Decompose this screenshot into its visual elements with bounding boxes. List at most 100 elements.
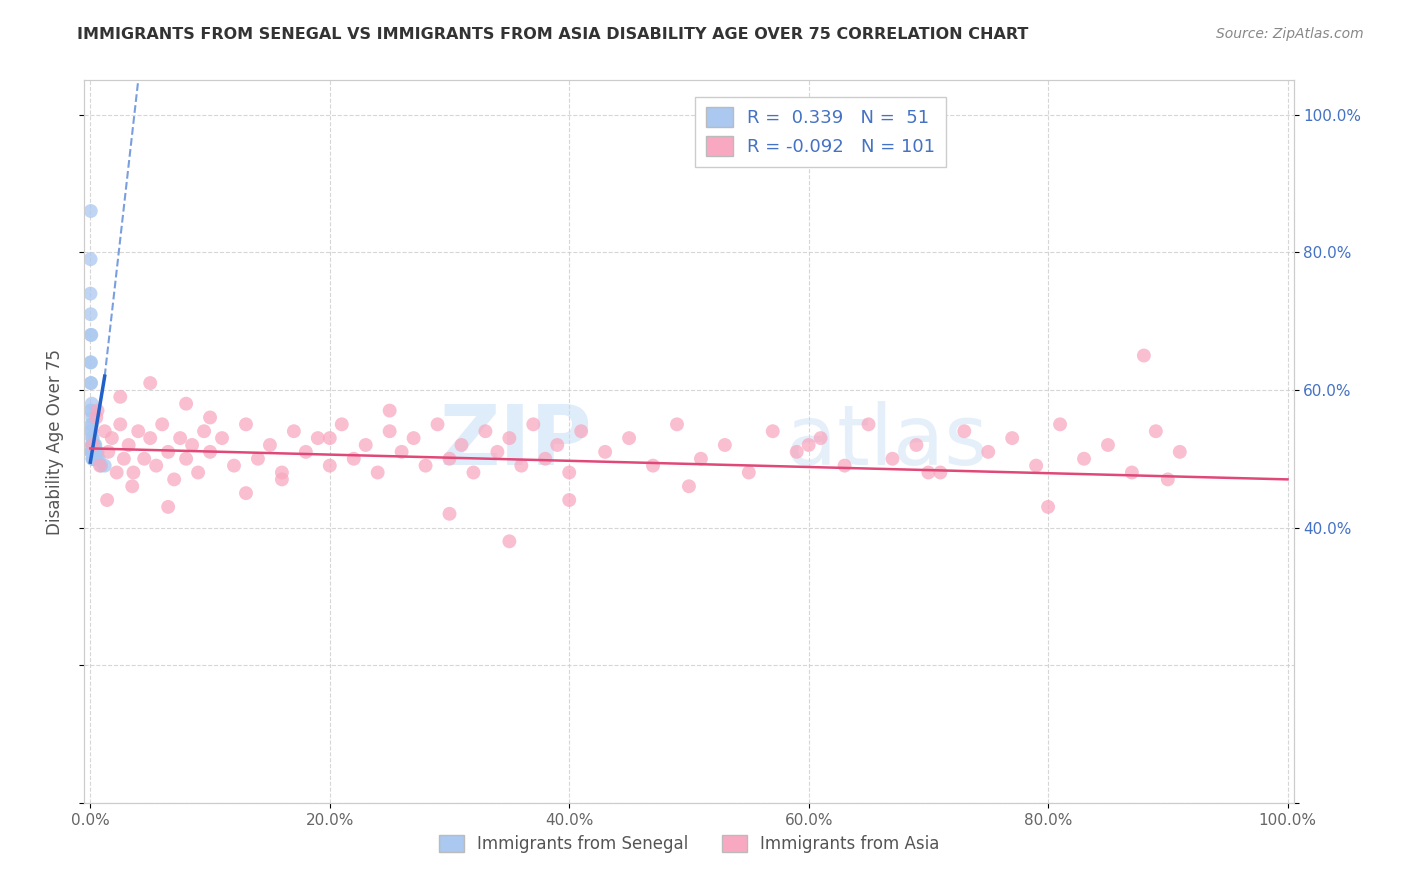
Point <box>80 327 103 342</box>
Point <box>534 451 557 466</box>
Point <box>174 397 197 411</box>
Point <box>222 458 245 473</box>
Point <box>163 472 186 486</box>
Point <box>83 451 105 466</box>
Text: Source: ZipAtlas.com: Source: ZipAtlas.com <box>1216 27 1364 41</box>
Point <box>498 431 520 445</box>
Point <box>105 466 128 480</box>
Point <box>90 458 112 473</box>
Text: atlas: atlas <box>786 401 987 482</box>
Point <box>82 451 104 466</box>
Point <box>1049 417 1071 432</box>
Point <box>1097 438 1119 452</box>
Point <box>810 431 832 445</box>
Point <box>486 445 509 459</box>
Point <box>307 431 329 445</box>
Point <box>82 445 104 459</box>
Point <box>762 424 785 438</box>
Point <box>977 445 1000 459</box>
Point <box>510 458 533 473</box>
Point <box>84 438 107 452</box>
Point <box>367 466 389 480</box>
Text: IMMIGRANTS FROM SENEGAL VS IMMIGRANTS FROM ASIA DISABILITY AGE OVER 75 CORRELATI: IMMIGRANTS FROM SENEGAL VS IMMIGRANTS FR… <box>77 27 1029 42</box>
Point <box>678 479 700 493</box>
Point <box>80 204 103 219</box>
Point <box>270 472 292 486</box>
Point <box>834 458 856 473</box>
Point <box>110 390 132 404</box>
Point <box>391 445 413 459</box>
Point <box>211 431 233 445</box>
Point <box>378 403 401 417</box>
Point <box>786 445 808 459</box>
Point <box>80 445 103 459</box>
Point <box>1133 349 1156 363</box>
Point <box>82 417 104 432</box>
Point <box>463 466 485 480</box>
Point <box>110 417 132 432</box>
Point <box>82 438 104 452</box>
Point <box>378 424 401 438</box>
Point <box>86 451 108 466</box>
Point <box>193 424 215 438</box>
Point <box>187 466 209 480</box>
Point <box>439 507 461 521</box>
Point <box>617 431 640 445</box>
Point <box>259 438 281 452</box>
Point <box>953 424 976 438</box>
Point <box>145 458 167 473</box>
Point <box>474 424 496 438</box>
Point <box>558 493 581 508</box>
Point <box>270 466 292 480</box>
Point <box>797 438 820 452</box>
Point <box>80 431 103 445</box>
Point <box>82 445 104 459</box>
Point <box>83 451 105 466</box>
Point <box>858 417 880 432</box>
Point <box>169 431 191 445</box>
Legend: Immigrants from Senegal, Immigrants from Asia: Immigrants from Senegal, Immigrants from… <box>432 828 946 860</box>
Point <box>80 376 103 390</box>
Point <box>641 458 664 473</box>
Point <box>522 417 544 432</box>
Point <box>82 451 104 466</box>
Point <box>415 458 437 473</box>
Point <box>917 466 939 480</box>
Point <box>1001 431 1024 445</box>
Point <box>82 438 104 452</box>
Point <box>714 438 737 452</box>
Point <box>96 493 118 508</box>
Point <box>82 438 104 452</box>
Point <box>738 466 761 480</box>
Point <box>82 431 104 445</box>
Point <box>283 424 305 438</box>
Point <box>84 451 107 466</box>
Point <box>83 445 105 459</box>
Point <box>150 417 173 432</box>
Point <box>86 403 108 417</box>
Point <box>134 451 156 466</box>
Point <box>82 451 104 466</box>
Point <box>439 451 461 466</box>
Point <box>80 307 103 321</box>
Point <box>80 438 103 452</box>
Point <box>690 451 713 466</box>
Point <box>80 376 103 390</box>
Point <box>86 445 108 459</box>
Point <box>426 417 449 432</box>
Point <box>83 445 105 459</box>
Point <box>246 451 269 466</box>
Text: ZIP: ZIP <box>440 401 592 482</box>
Point <box>80 417 103 432</box>
Point <box>319 431 342 445</box>
Point <box>83 445 105 459</box>
Point <box>198 410 221 425</box>
Point <box>83 438 105 452</box>
Point <box>558 466 581 480</box>
Point <box>235 417 257 432</box>
Point <box>89 458 111 473</box>
Point <box>569 424 592 438</box>
Point <box>79 286 101 301</box>
Point <box>330 417 353 432</box>
Point <box>127 424 149 438</box>
